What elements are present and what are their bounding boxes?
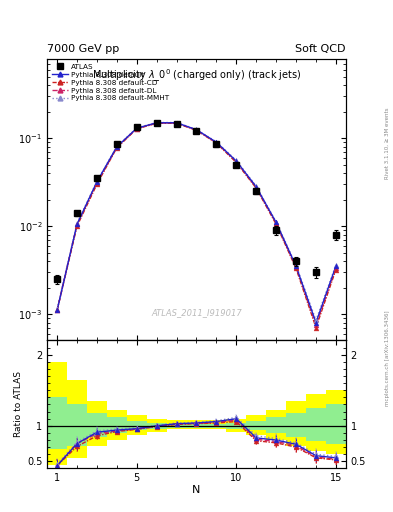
Text: Soft QCD: Soft QCD	[296, 44, 346, 54]
Text: Multiplicity $\lambda$_0$^0$ (charged only) (track jets): Multiplicity $\lambda$_0$^0$ (charged on…	[92, 68, 301, 84]
Text: Rivet 3.1.10, ≥ 3M events: Rivet 3.1.10, ≥ 3M events	[385, 108, 390, 179]
Y-axis label: Ratio to ATLAS: Ratio to ATLAS	[14, 372, 23, 437]
Text: 7000 GeV pp: 7000 GeV pp	[47, 44, 119, 54]
Text: mcplots.cern.ch [arXiv:1306.3436]: mcplots.cern.ch [arXiv:1306.3436]	[385, 311, 390, 406]
X-axis label: N: N	[192, 485, 201, 495]
Legend: ATLAS, Pythia 8.308 default, Pythia 8.308 default-CD, Pythia 8.308 default-DL, P: ATLAS, Pythia 8.308 default, Pythia 8.30…	[51, 62, 171, 103]
Text: ATLAS_2011_I919017: ATLAS_2011_I919017	[151, 308, 242, 317]
